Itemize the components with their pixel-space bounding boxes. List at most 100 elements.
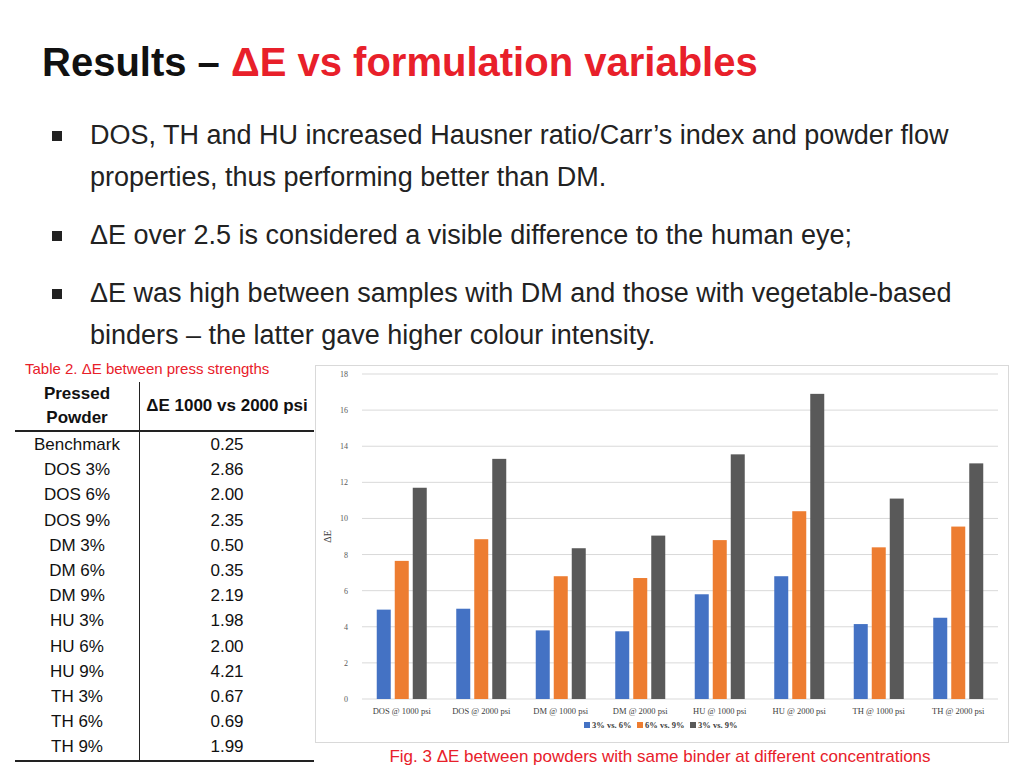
bar <box>536 630 550 699</box>
y-tick-label: 18 <box>340 370 348 379</box>
bar <box>474 539 488 699</box>
table-cell: 4.21 <box>140 659 315 684</box>
bullet-marker <box>52 289 62 299</box>
table-header-row: Pressed PowderΔE 1000 vs 2000 psi <box>15 382 314 431</box>
bar <box>456 609 470 699</box>
y-tick-label: 0 <box>344 695 348 704</box>
y-tick-label: 6 <box>344 587 348 596</box>
legend-swatch <box>637 722 643 728</box>
bar <box>854 624 868 699</box>
y-tick-label: 2 <box>344 659 348 668</box>
bar <box>933 618 947 699</box>
table-cell: HU 9% <box>15 659 140 684</box>
x-tick-label: DM @ 2000 psi <box>613 706 668 716</box>
table-header-cell: ΔE 1000 vs 2000 psi <box>140 382 315 431</box>
table-cell: 2.86 <box>140 457 315 482</box>
table-row: Benchmark0.25 <box>15 431 314 457</box>
table-cell: 0.67 <box>140 684 315 709</box>
chart-caption: Fig. 3 ΔE between powders with same bind… <box>320 747 1000 767</box>
bullet-text: ΔE was high between samples with DM and … <box>90 272 1000 356</box>
y-tick-label: 10 <box>340 514 348 523</box>
y-tick-label: 8 <box>344 551 348 560</box>
table-row: DOS 9%2.35 <box>15 508 314 533</box>
y-tick-label: 4 <box>344 623 348 632</box>
table-row: TH 3%0.67 <box>15 684 314 709</box>
legend-swatch <box>690 722 696 728</box>
table-row: TH 9%1.99 <box>15 734 314 760</box>
table-row: DOS 3%2.86 <box>15 457 314 482</box>
table-cell: DM 6% <box>15 558 140 583</box>
bar <box>413 488 427 699</box>
y-axis-label: ΔE <box>322 530 333 543</box>
table-cell: TH 3% <box>15 684 140 709</box>
table-row: DOS 6%2.00 <box>15 482 314 507</box>
y-tick-label: 14 <box>340 442 348 451</box>
table-row: DM 3%0.50 <box>15 533 314 558</box>
bar <box>969 463 983 699</box>
bar <box>377 610 391 699</box>
table-cell: 1.98 <box>140 608 315 633</box>
bullet-text: ΔE over 2.5 is considered a visible diff… <box>90 214 1000 256</box>
table-row: DM 6%0.35 <box>15 558 314 583</box>
chart-svg: 0 2 4 6 8 10 12 14 16 18 ΔE DOS @ 1000 psi DOS @ 200… <box>316 366 1008 742</box>
data-table: Pressed PowderΔE 1000 vs 2000 psiBenchma… <box>15 382 314 762</box>
bar <box>951 527 965 699</box>
slide-title: Results – ΔE vs formulation variables <box>42 40 758 85</box>
table-cell: 0.69 <box>140 709 315 734</box>
bar <box>731 454 745 699</box>
bullet-marker <box>52 231 62 241</box>
table-header-cell: Pressed Powder <box>15 382 140 431</box>
table-cell: HU 3% <box>15 608 140 633</box>
chart-box: 0 2 4 6 8 10 12 14 16 18 ΔE DOS @ 1000 psi DOS @ 200… <box>315 365 1009 743</box>
x-tick-label: HU @ 2000 psi <box>773 706 827 716</box>
bar <box>713 540 727 699</box>
table-row: DM 9%2.19 <box>15 583 314 608</box>
bar <box>872 547 886 699</box>
x-tick-label: DOS @ 1000 psi <box>373 706 432 716</box>
table-cell: 1.99 <box>140 734 315 760</box>
y-tick-label: 12 <box>340 478 348 487</box>
grid-line <box>362 410 998 411</box>
table-cell: 2.00 <box>140 482 315 507</box>
legend-swatch <box>584 722 590 728</box>
bar <box>492 459 506 699</box>
x-tick-label: TH @ 2000 psi <box>932 706 985 716</box>
grid-line <box>362 482 998 483</box>
table-cell: HU 6% <box>15 634 140 659</box>
bar <box>774 576 788 699</box>
grid-line <box>362 446 998 447</box>
bullet-text: DOS, TH and HU increased Hausner ratio/C… <box>90 114 1000 198</box>
bar <box>695 594 709 699</box>
table-cell: DM 9% <box>15 583 140 608</box>
table-cell: DOS 6% <box>15 482 140 507</box>
title-highlight: ΔE vs formulation variables <box>231 40 758 84</box>
bar <box>615 631 629 699</box>
x-tick-label: HU @ 1000 psi <box>693 706 747 716</box>
bar <box>651 536 665 699</box>
x-tick-label: DM @ 1000 psi <box>533 706 588 716</box>
table-cell: 0.25 <box>140 431 315 457</box>
legend-label: 6% vs. 9% <box>645 720 684 730</box>
bars <box>377 394 984 699</box>
legend-label: 3% vs. 9% <box>698 720 737 730</box>
bullet-marker <box>52 131 62 141</box>
table-cell: 0.35 <box>140 558 315 583</box>
bar <box>395 561 409 699</box>
table-cell: DOS 3% <box>15 457 140 482</box>
legend-label: 3% vs. 6% <box>592 720 631 730</box>
bar <box>792 511 806 699</box>
table-cell: DOS 9% <box>15 508 140 533</box>
bar <box>572 548 586 699</box>
x-tick-label: DOS @ 2000 psi <box>452 706 511 716</box>
title-prefix: Results – <box>42 40 231 84</box>
bar <box>810 394 824 699</box>
x-tick-label: TH @ 1000 psi <box>853 706 906 716</box>
table-caption: Table 2. ΔE between press strengths <box>25 360 269 377</box>
table-row: HU 3%1.98 <box>15 608 314 633</box>
table-cell: 0.50 <box>140 533 315 558</box>
table-cell: 2.00 <box>140 634 315 659</box>
y-tick-label: 16 <box>340 406 348 415</box>
grid-line <box>362 374 998 375</box>
table-cell: 2.35 <box>140 508 315 533</box>
table-cell: 2.19 <box>140 583 315 608</box>
